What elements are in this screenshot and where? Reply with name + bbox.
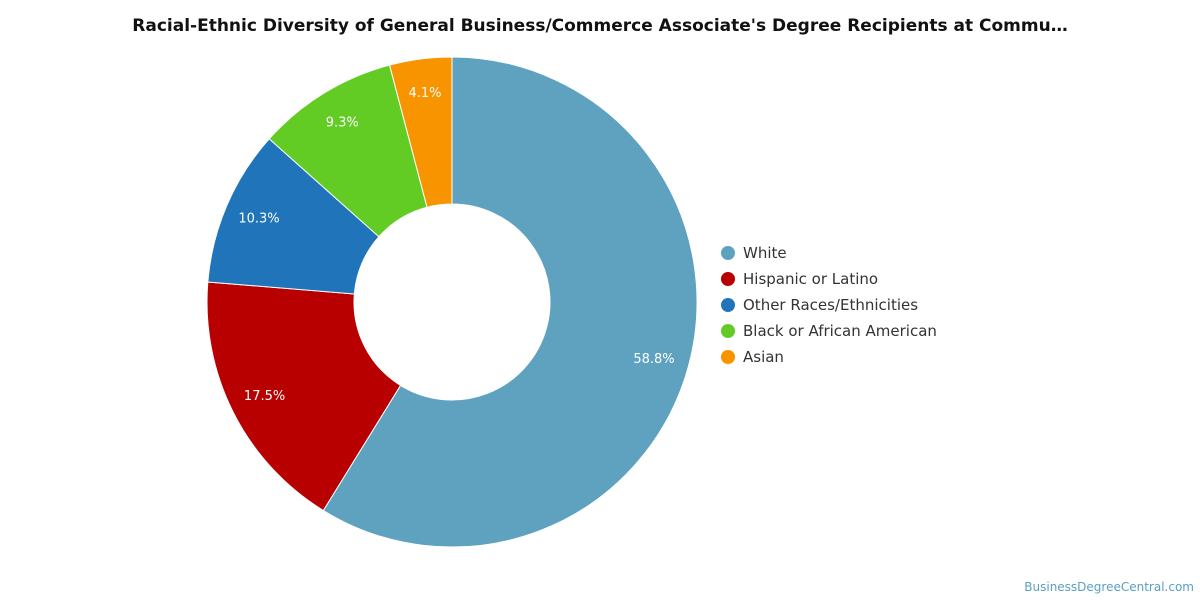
legend-swatch xyxy=(721,272,735,286)
slice-white[interactable] xyxy=(322,56,698,548)
legend-item-white[interactable]: White xyxy=(721,240,937,266)
legend-swatch xyxy=(721,298,735,312)
legend-label: Black or African American xyxy=(743,322,937,340)
slice-label-hispanic-or-latino: 17.5% xyxy=(244,389,285,404)
legend-label: Other Races/Ethnicities xyxy=(743,296,919,314)
slice-label-white: 58.8% xyxy=(633,352,674,367)
legend-item-other-races-ethnicities[interactable]: Other Races/Ethnicities xyxy=(721,292,937,318)
legend-swatch xyxy=(721,246,735,260)
slice-labels-group: 58.8% 17.5% 10.3% 9.3% 4.1% xyxy=(238,86,674,404)
source-credit[interactable]: BusinessDegreeCentral.com xyxy=(1024,580,1194,594)
legend: White Hispanic or Latino Other Races/Ethni… xyxy=(721,240,937,370)
slices-group xyxy=(206,56,698,548)
slice-other-races-ethnicities[interactable] xyxy=(207,138,380,295)
legend-label: Hispanic or Latino xyxy=(743,270,879,288)
slice-label-asian: 4.1% xyxy=(409,86,442,101)
chart-title: Racial-Ethnic Diversity of General Busin… xyxy=(132,16,1068,36)
legend-item-hispanic-or-latino[interactable]: Hispanic or Latino xyxy=(721,266,937,292)
legend-label: White xyxy=(743,244,787,262)
slice-asian[interactable] xyxy=(388,56,453,208)
slice-label-black-or-african-american: 9.3% xyxy=(326,115,359,130)
legend-swatch xyxy=(721,324,735,338)
legend-swatch xyxy=(721,350,735,364)
legend-label: Asian xyxy=(743,348,784,366)
slice-hispanic-or-latino[interactable] xyxy=(206,281,402,512)
legend-item-asian[interactable]: Asian xyxy=(721,344,937,370)
slice-label-other-races-ethnicities: 10.3% xyxy=(238,212,279,227)
legend-item-black-or-african-american[interactable]: Black or African American xyxy=(721,318,937,344)
